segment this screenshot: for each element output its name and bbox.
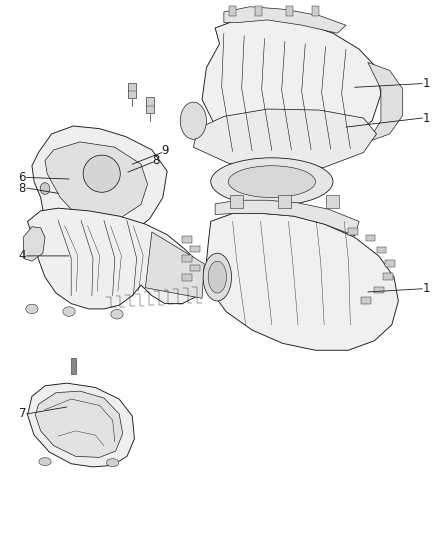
Bar — [285, 6, 292, 15]
Ellipse shape — [111, 310, 123, 319]
Ellipse shape — [26, 304, 38, 314]
Bar — [190, 265, 199, 271]
Text: 4: 4 — [18, 249, 26, 262]
Bar — [230, 195, 243, 208]
Bar — [190, 246, 199, 252]
Bar — [347, 228, 357, 235]
Polygon shape — [215, 200, 358, 236]
Ellipse shape — [208, 261, 226, 293]
Polygon shape — [35, 391, 122, 457]
Polygon shape — [367, 62, 402, 142]
Polygon shape — [201, 17, 380, 157]
Polygon shape — [45, 142, 147, 224]
Polygon shape — [206, 214, 397, 350]
Ellipse shape — [63, 307, 75, 317]
Text: 1: 1 — [422, 111, 430, 125]
Polygon shape — [23, 227, 45, 261]
Polygon shape — [32, 126, 167, 269]
Text: 8: 8 — [152, 154, 159, 167]
Ellipse shape — [83, 155, 120, 192]
Bar — [128, 83, 136, 99]
Polygon shape — [145, 232, 204, 298]
Bar — [278, 195, 291, 208]
Bar — [182, 274, 191, 281]
Bar — [385, 260, 394, 266]
Ellipse shape — [210, 158, 332, 206]
Polygon shape — [193, 109, 376, 171]
Bar — [229, 6, 236, 15]
Polygon shape — [60, 243, 115, 263]
Text: 6: 6 — [18, 171, 26, 184]
Bar — [311, 6, 318, 15]
Bar — [71, 358, 76, 374]
Bar — [182, 255, 191, 262]
Bar — [145, 98, 153, 114]
Polygon shape — [223, 7, 345, 33]
Bar — [254, 6, 261, 15]
Polygon shape — [28, 383, 134, 467]
Ellipse shape — [40, 183, 49, 195]
Text: 7: 7 — [18, 407, 26, 421]
Bar — [360, 297, 370, 304]
Text: 9: 9 — [161, 144, 168, 157]
Bar — [374, 287, 383, 293]
Bar — [382, 273, 392, 280]
Bar — [325, 195, 339, 208]
Ellipse shape — [228, 166, 315, 198]
Bar — [376, 247, 385, 253]
Bar — [182, 236, 191, 243]
Text: 8: 8 — [18, 182, 26, 195]
Bar — [365, 235, 374, 241]
Ellipse shape — [106, 459, 118, 467]
Ellipse shape — [180, 102, 206, 139]
Ellipse shape — [203, 253, 231, 301]
Ellipse shape — [39, 458, 51, 466]
Polygon shape — [28, 208, 204, 309]
Text: 1: 1 — [422, 282, 430, 295]
Text: 1: 1 — [422, 77, 430, 90]
